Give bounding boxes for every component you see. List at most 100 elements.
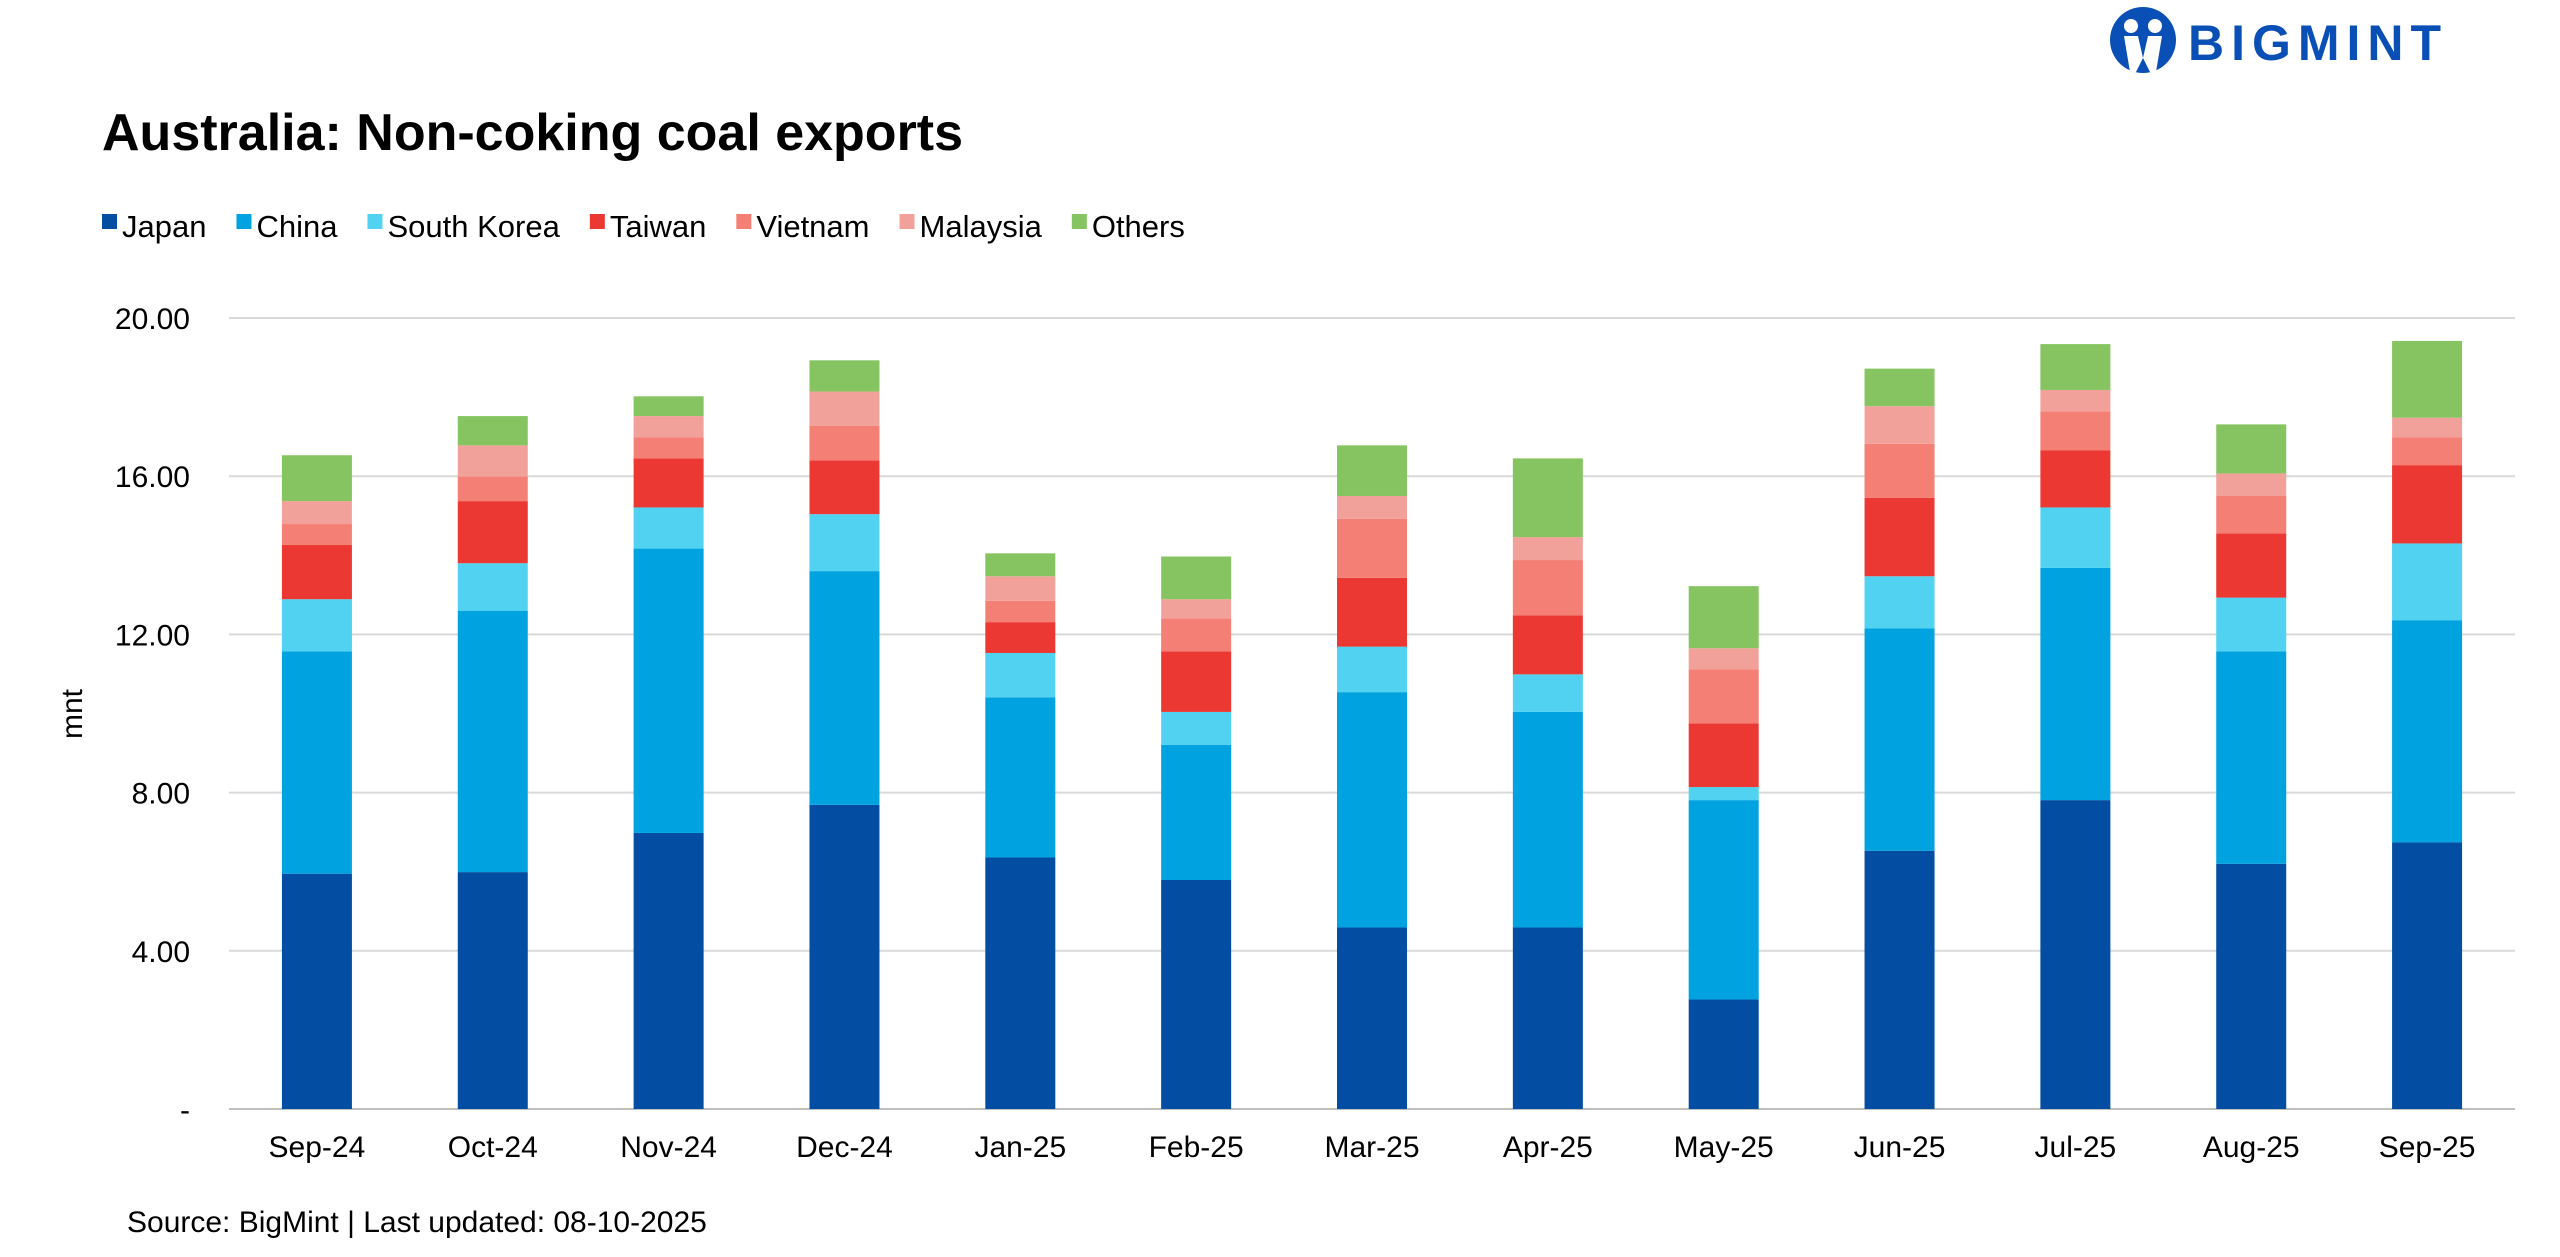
y-axis: - 4.00 8.00 12.00 16.00 20.00 [115, 303, 190, 1127]
bar-taiwan [2216, 533, 2287, 598]
bar-vietnam [2040, 411, 2111, 451]
bar-others [1337, 445, 1407, 496]
bar-taiwan [2040, 450, 2111, 508]
bar-vietnam [1688, 669, 1759, 724]
x-axis: Sep-24 Oct-24 Nov-24 Dec-24 Jan-25 Feb-25 Mar-… [269, 1131, 2476, 1164]
bar-malaysia [1688, 648, 1759, 670]
bar-taiwan [1688, 723, 1759, 788]
bar-others [281, 455, 352, 502]
bar-malaysia [2392, 417, 2463, 438]
bar-malaysia [457, 445, 528, 477]
y-axis-label: mnt [56, 688, 89, 739]
legend-label: South Korea [387, 209, 560, 244]
x-tick-label: Jan-25 [974, 1131, 1066, 1164]
bar-south-korea [985, 652, 1056, 698]
bar-south-korea [1864, 576, 1935, 629]
bar-others [457, 416, 528, 446]
x-tick-label: Mar-25 [1324, 1131, 1419, 1164]
y-tick-label: 16.00 [115, 461, 190, 494]
y-tick-label: 4.00 [132, 936, 190, 969]
bar-vietnam [1161, 618, 1232, 652]
bar-others [2392, 340, 2463, 418]
bigmint-logo: BIGMINT [2110, 7, 2448, 73]
bar-japan [457, 872, 528, 1109]
bar-japan [1161, 880, 1232, 1109]
x-tick-label: Jul-25 [2035, 1131, 2117, 1164]
x-tick-label: Aug-25 [2203, 1131, 2300, 1164]
legend-swatch [899, 214, 915, 229]
x-tick-label: Dec-24 [796, 1131, 893, 1164]
x-tick-label: Apr-25 [1503, 1131, 1593, 1164]
bar-china [2216, 651, 2287, 864]
bar-taiwan [633, 458, 704, 508]
bar-vietnam [809, 425, 880, 461]
legend-label: Japan [122, 209, 206, 244]
bar-japan [1512, 927, 1583, 1109]
bars [281, 340, 2463, 1109]
bar-china [1512, 711, 1583, 928]
legend: Japan China South Korea Taiwan Vietnam Malays… [102, 209, 1185, 244]
bar-vietnam [457, 476, 528, 502]
bar-malaysia [633, 416, 704, 438]
bar-others [985, 553, 1056, 577]
bar-china [2040, 567, 2111, 801]
bar-south-korea [2392, 543, 2463, 621]
bar-others [1864, 368, 1935, 407]
bar-china [457, 610, 528, 873]
logo-text: BIGMINT [2188, 15, 2448, 71]
bar-vietnam [1512, 560, 1583, 616]
bar-japan [985, 857, 1056, 1109]
bar-malaysia [281, 501, 352, 525]
bar-south-korea [1688, 787, 1759, 801]
bar-others [2216, 424, 2287, 474]
legend-label: Others [1092, 209, 1185, 244]
bar-south-korea [1161, 711, 1232, 745]
bar-taiwan [457, 501, 528, 564]
bar-malaysia [985, 576, 1056, 601]
bar-south-korea [2216, 597, 2287, 652]
bar-malaysia [1337, 495, 1407, 519]
bar-japan [1864, 850, 1935, 1109]
bar-south-korea [633, 507, 704, 549]
bar-taiwan [809, 460, 880, 515]
legend-label: Taiwan [610, 209, 707, 244]
bar-others [1161, 556, 1232, 600]
bar-vietnam [2392, 437, 2463, 466]
legend-label: China [256, 209, 338, 244]
bar-japan [1688, 999, 1759, 1109]
legend-swatch [102, 214, 117, 229]
bar-china [1161, 744, 1232, 881]
bar-south-korea [457, 563, 528, 611]
bar-south-korea [281, 599, 352, 652]
bar-china [1864, 628, 1935, 851]
bar-others [1688, 586, 1759, 649]
legend-swatch [236, 214, 252, 229]
legend-swatch [1071, 214, 1087, 229]
bar-malaysia [1161, 599, 1232, 619]
bar-china [1337, 692, 1407, 928]
bar-china [985, 697, 1056, 858]
bar-south-korea [809, 514, 880, 572]
bar-others [809, 360, 880, 392]
bar-others [1512, 458, 1583, 538]
bar-japan [2216, 863, 2287, 1109]
bar-taiwan [1864, 497, 1935, 577]
bar-japan [633, 832, 704, 1109]
y-tick-label: 20.00 [115, 303, 190, 336]
bar-malaysia [809, 391, 880, 426]
bar-malaysia [2216, 473, 2287, 496]
bar-vietnam [633, 437, 704, 459]
bar-others [633, 396, 704, 417]
bar-taiwan [985, 622, 1056, 653]
chart-title: Australia: Non-coking coal exports [102, 104, 963, 162]
x-tick-label: Nov-24 [620, 1131, 717, 1164]
bar-vietnam [1337, 518, 1407, 578]
bar-japan [1337, 927, 1407, 1109]
bar-taiwan [2392, 465, 2463, 544]
source-note: Source: BigMint | Last updated: 08-10-20… [127, 1206, 707, 1239]
bar-malaysia [2040, 389, 2111, 412]
y-tick-label: 12.00 [115, 619, 190, 652]
bar-south-korea [1512, 674, 1583, 712]
y-tick-label: 8.00 [132, 778, 190, 811]
